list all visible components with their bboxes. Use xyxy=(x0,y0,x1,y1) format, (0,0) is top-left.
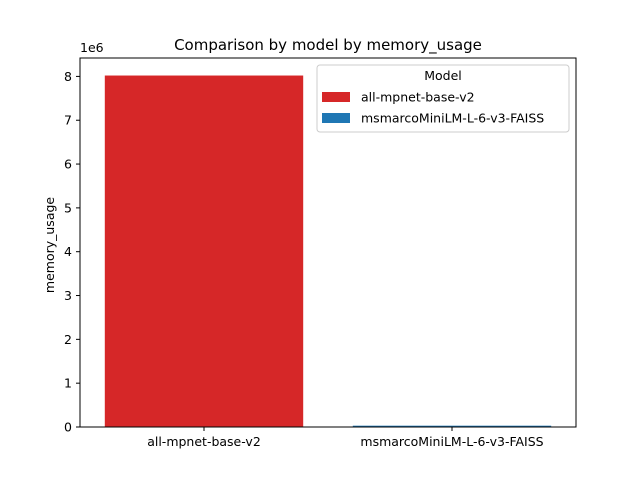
y-tick-label: 1 xyxy=(64,376,72,391)
bars-group xyxy=(104,75,552,427)
chart-title: Comparison by model by memory_usage xyxy=(174,36,482,55)
y-tick-label: 5 xyxy=(64,200,72,215)
y-tick-label: 0 xyxy=(64,420,72,435)
y-tick-label: 2 xyxy=(64,332,72,347)
legend-entries: all-mpnet-base-v2 msmarcoMiniLM-L-6-v3-FA… xyxy=(322,90,544,126)
legend-box xyxy=(316,64,570,133)
legend: Model all-mpnet-base-v2 msmarcoMiniLM-L-6… xyxy=(316,64,570,133)
x-tick-label: all-mpnet-base-v2 xyxy=(147,434,261,449)
y-tick-label: 4 xyxy=(64,244,72,259)
plot-frame xyxy=(79,57,577,428)
y-tick-label: 7 xyxy=(64,113,72,128)
y-axis-label: memory_usage xyxy=(42,197,57,294)
x-axis-ticks: all-mpnet-base-v2 msmarcoMiniLM-L-6-v3-FA… xyxy=(147,427,544,449)
legend-title: Model xyxy=(424,68,462,83)
y-tick-label: 6 xyxy=(64,157,72,172)
x-tick-label: msmarcoMiniLM-L-6-v3-FAISS xyxy=(360,434,543,449)
legend-label: msmarcoMiniLM-L-6-v3-FAISS xyxy=(361,111,544,126)
legend-swatch xyxy=(322,92,350,102)
bar-2 xyxy=(352,425,552,427)
y-axis-ticks: 0 1 2 3 4 5 6 7 8 xyxy=(64,69,80,435)
y-tick-label: 8 xyxy=(64,69,72,84)
bar-1 xyxy=(104,75,304,427)
y-tick-label: 3 xyxy=(64,288,72,303)
y-axis-offset-text: 1e6 xyxy=(80,40,104,55)
legend-label: all-mpnet-base-v2 xyxy=(361,90,475,105)
legend-swatch xyxy=(322,113,350,123)
